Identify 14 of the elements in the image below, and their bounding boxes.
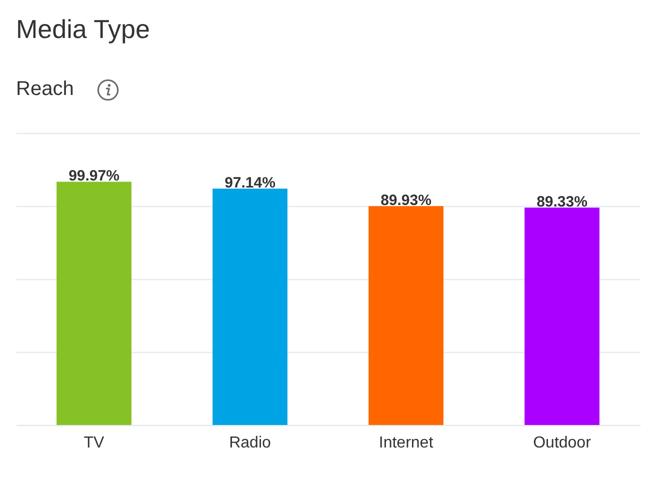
bar — [56, 182, 132, 425]
data-label: 89.33% — [536, 194, 588, 211]
data-label: 89.93% — [380, 192, 432, 210]
x-tick-label: Internet — [378, 434, 434, 452]
bar — [212, 188, 288, 425]
data-label: 97.14% — [224, 174, 276, 192]
data-label: 99.97% — [68, 168, 120, 185]
chart-subtitle: Reach — [16, 78, 74, 100]
bar — [368, 206, 444, 425]
x-tick-label: TV — [84, 434, 105, 452]
x-tick-label: Outdoor — [533, 434, 592, 452]
chart-title: Media Type — [16, 14, 150, 44]
bar — [524, 208, 600, 425]
x-tick-label: Radio — [229, 434, 271, 452]
